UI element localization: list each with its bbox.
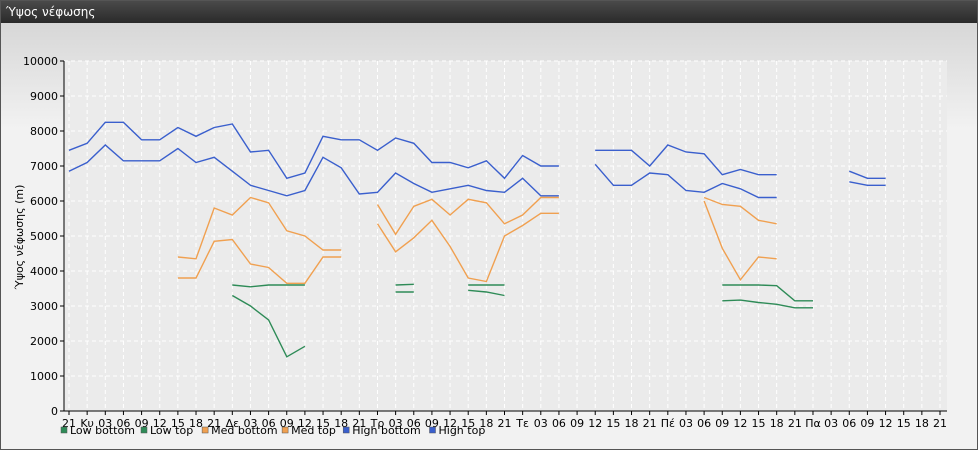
- legend-label-low-bottom: Low bottom: [70, 424, 135, 437]
- y-tick-label: 7000: [30, 160, 58, 173]
- x-tick-label: 21: [788, 417, 802, 430]
- x-tick-label: 06: [407, 417, 421, 430]
- x-tick-label: 09: [715, 417, 729, 430]
- x-tick-label: 12: [298, 417, 312, 430]
- x-tick-label: 15: [171, 417, 185, 430]
- x-tick-label: Τε: [515, 417, 529, 430]
- x-tick-label: 06: [116, 417, 130, 430]
- x-tick-label: Δε: [226, 417, 240, 430]
- x-tick-label: 03: [389, 417, 403, 430]
- y-tick-label: 1000: [30, 370, 58, 383]
- legend-swatch-med-top: [281, 426, 289, 434]
- series-line-high-bottom: [849, 181, 886, 187]
- series-line-med-top: [177, 196, 342, 260]
- x-tick-label: 21: [933, 417, 947, 430]
- x-tick-label: 15: [461, 417, 475, 430]
- series-line-med-bottom: [703, 200, 777, 282]
- x-tick-label: Τρ: [370, 417, 385, 430]
- series-line-med-bottom: [376, 212, 559, 283]
- series-line-high-top: [849, 170, 886, 180]
- x-tick-label: Πέ: [661, 417, 675, 430]
- x-tick-label: 12: [879, 417, 893, 430]
- x-tick-label: Κυ: [80, 417, 94, 430]
- x-tick-label: 18: [625, 417, 639, 430]
- x-tick-label: 21: [352, 417, 366, 430]
- x-tick-label: 18: [770, 417, 784, 430]
- cloud-height-chart: 0 1000 2000 3000 4000 5000 6000 7000 8000 9000 100…: [13, 55, 947, 437]
- y-tick-label: 6000: [30, 195, 58, 208]
- x-tick-label: 06: [262, 417, 276, 430]
- series-line-high-top: [68, 121, 559, 180]
- series-line-low-bottom: [722, 299, 813, 309]
- y-tick-label: 4000: [30, 265, 58, 278]
- y-tick-label: 0: [51, 405, 58, 418]
- x-tick-label: 18: [915, 417, 929, 430]
- series-line-med-top: [703, 196, 777, 225]
- legend-label-med-bottom: Med bottom: [211, 424, 278, 437]
- x-tick-label: 06: [697, 417, 711, 430]
- legend-label-high-top: High top: [439, 424, 486, 437]
- x-tick-label: 18: [189, 417, 203, 430]
- x-tick-label: 03: [824, 417, 838, 430]
- x-tick-label: 15: [897, 417, 911, 430]
- y-axis-label: Ύψος νέφωσης (m): [13, 185, 26, 291]
- legend-swatch-med-bottom: [201, 426, 209, 434]
- x-tick-label: 21: [207, 417, 221, 430]
- series-line-low-top: [395, 283, 414, 286]
- series-line-high-top: [595, 144, 777, 176]
- y-tick-label: 10000: [23, 55, 58, 68]
- grid: [64, 60, 947, 412]
- series-line-low-bottom: [231, 294, 306, 358]
- legend-swatch-low-bottom: [60, 426, 68, 434]
- x-tick-label: Πα: [805, 417, 821, 430]
- legend-label-high-bottom: High bottom: [352, 424, 421, 437]
- x-tick-label: 12: [733, 417, 747, 430]
- x-tick-label: 09: [570, 417, 584, 430]
- window-title: Ύψος νέφωσης: [1, 1, 977, 23]
- series-line-high-bottom: [594, 163, 777, 199]
- legend-label-med-top: Med top: [291, 424, 336, 437]
- legend-swatch-low-top: [140, 426, 148, 434]
- series-line-med-bottom: [177, 238, 342, 284]
- y-tick-label: 9000: [30, 90, 58, 103]
- x-tick-label: 12: [588, 417, 602, 430]
- x-tick-label: 18: [479, 417, 493, 430]
- x-tick-label: 12: [153, 417, 167, 430]
- x-tick-label: 03: [98, 417, 112, 430]
- legend-label-low-top: Low top: [150, 424, 193, 437]
- legend-swatch-high-bottom: [342, 426, 350, 434]
- y-tick-label: 3000: [30, 300, 58, 313]
- x-tick-label: 03: [243, 417, 257, 430]
- series-line-low-top: [722, 284, 813, 302]
- x-tick-label: 15: [752, 417, 766, 430]
- legend-swatch-high-top: [429, 426, 436, 434]
- series-line-med-top: [376, 196, 559, 236]
- y-tick-label: 2000: [30, 335, 58, 348]
- x-tick-label: 15: [606, 417, 620, 430]
- x-tick-label: 12: [443, 417, 457, 430]
- series-line-low-top: [232, 284, 305, 288]
- x-tick-label: 06: [842, 417, 856, 430]
- chart-area: 0 1000 2000 3000 4000 5000 6000 7000 8000 9000 100…: [1, 23, 977, 449]
- legend: Low bottom Low top Med bottom Med top High b…: [60, 424, 486, 437]
- x-tick-label: 21: [498, 417, 512, 430]
- series-lines: [68, 121, 886, 358]
- y-tick-label: 8000: [30, 125, 58, 138]
- x-tick-label: 03: [534, 417, 548, 430]
- series-line-low-bottom: [468, 289, 505, 297]
- x-tick-label: 03: [679, 417, 693, 430]
- x-tick-label: 09: [860, 417, 874, 430]
- x-tick-label: 21: [643, 417, 657, 430]
- axes: 0 1000 2000 3000 4000 5000 6000 7000 8000 9000 100…: [23, 55, 947, 430]
- x-tick-label: 15: [316, 417, 330, 430]
- y-tick-label: 5000: [30, 230, 58, 243]
- series-line-high-bottom: [68, 144, 559, 197]
- x-tick-label: 06: [552, 417, 566, 430]
